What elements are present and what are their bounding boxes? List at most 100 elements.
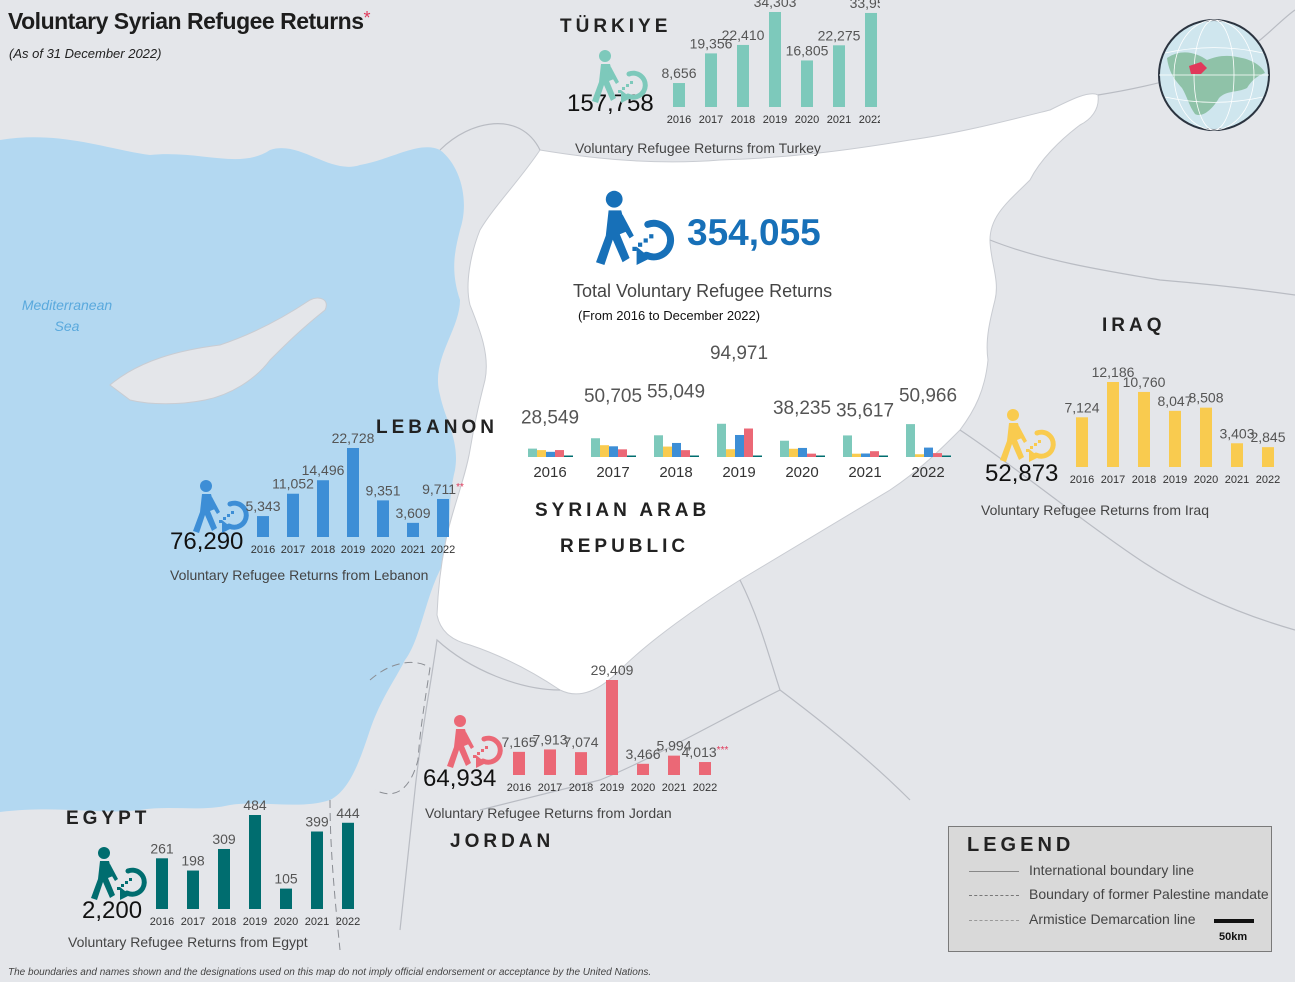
annual-total-label: 28,549 <box>521 407 579 428</box>
annual-jordan-bar <box>870 451 879 457</box>
sea-label-line2: Sea <box>54 318 80 334</box>
jordan-value-label: 5,994 <box>656 738 691 754</box>
mediterranean-sea <box>0 137 464 812</box>
turkey-bar <box>737 44 749 107</box>
lebanon-bar <box>377 500 389 537</box>
scale-bar <box>1214 919 1254 923</box>
annual-lebanon-bar <box>735 434 744 457</box>
legend-item-international-boundary: International boundary line <box>1029 862 1195 878</box>
annual-egypt-bar <box>816 455 825 457</box>
globe-locator-icon <box>1158 19 1270 131</box>
turkey-year-label: 2016 <box>667 114 691 126</box>
lebanon-bar <box>287 493 299 537</box>
annual-turkey-bar <box>654 435 663 457</box>
turkey-bar <box>673 83 685 107</box>
jordan-year-label: 2016 <box>507 782 531 794</box>
refugee-return-icon <box>186 478 250 538</box>
annual-lebanon-bar <box>672 442 681 457</box>
turkey-bar <box>833 45 845 107</box>
lebanon-returns-chart: 5,343 2016 11,052 2017 14,496 2018 22,728 2019 9… <box>245 430 464 556</box>
egypt-value-label: 484 <box>243 797 267 813</box>
refugee-return-figure <box>1000 409 1056 462</box>
legend-item-armistice-line: Armistice Demarcation line <box>1029 911 1196 927</box>
lebanon-year-label: 2020 <box>371 544 395 556</box>
country-label-jordan: JORDAN <box>450 831 555 852</box>
lebanon-bar <box>437 498 449 537</box>
jordan-bar <box>637 763 649 775</box>
annual-year-label: 2019 <box>722 464 755 481</box>
jordan-year-label: 2020 <box>631 782 655 794</box>
refugee-return-icon <box>440 713 504 773</box>
legend-item-palestine-mandate: Boundary of former Palestine mandate <box>1029 886 1269 902</box>
annual-year-label: 2022 <box>911 464 944 481</box>
page-title: Voluntary Syrian Refugee Returns* <box>8 8 371 34</box>
syria-territory <box>436 93 1099 695</box>
annual-year-label: 2018 <box>659 464 692 481</box>
legend: LEGEND International boundary line Bound… <box>948 826 1272 952</box>
annual-egypt-bar <box>879 455 888 457</box>
lebanon-value-label: 9,711** <box>422 481 464 497</box>
egypt-bar <box>187 870 199 909</box>
egypt-bar <box>218 848 230 909</box>
jordan-caption: Voluntary Refugee Returns from Jordan <box>425 805 672 821</box>
country-label-lebanon: LEBANON <box>376 417 498 438</box>
iraq-total: 52,873 <box>985 460 1059 487</box>
annual-turkey-bar <box>528 448 537 457</box>
iraq-returns-chart: 7,124 2016 12,186 2017 10,760 2018 8,047 2019 8,… <box>1064 364 1285 486</box>
refugee-return-figure <box>596 190 675 265</box>
turkey-value-label: 16,805 <box>786 42 829 58</box>
lebanon-value-label: 9,351 <box>365 482 400 498</box>
annual-total-label: 50,966 <box>899 386 957 407</box>
turkey-year-label: 2022 <box>859 114 880 126</box>
country-label-iraq: IRAQ <box>1102 315 1166 336</box>
annual-turkey-bar <box>717 423 726 457</box>
egypt-year-label: 2017 <box>181 916 205 928</box>
page-subtitle: (As of 31 December 2022) <box>9 46 162 61</box>
annual-jordan-bar <box>807 453 816 457</box>
annual-iraq-bar <box>915 454 924 457</box>
annual-iraq-bar <box>789 448 798 457</box>
annual-egypt-bar <box>627 455 636 457</box>
annual-lebanon-bar <box>924 447 933 457</box>
iraq-bar <box>1107 382 1119 467</box>
jordan-year-label: 2019 <box>600 782 624 794</box>
total-returns-period: (From 2016 to December 2022) <box>578 308 761 323</box>
annual-total-label: 94,971 <box>710 343 768 364</box>
lebanon-bar <box>317 480 329 537</box>
annual-jordan-bar <box>681 450 690 457</box>
egypt-value-label: 105 <box>274 871 298 887</box>
turkey-bar <box>705 53 717 107</box>
egypt-value-label: 261 <box>150 840 174 856</box>
iraq-year-label: 2021 <box>1225 474 1249 486</box>
egypt-year-label: 2018 <box>212 916 236 928</box>
iraq-value-label: 3,403 <box>1219 425 1254 441</box>
turkey-value-label: 22,275 <box>818 27 861 43</box>
turkey-year-label: 2020 <box>795 114 819 126</box>
lebanon-bar <box>407 522 419 537</box>
scale-label: 50km <box>1219 931 1248 943</box>
title-footnote-marker: * <box>363 8 371 28</box>
iraq-bar <box>1138 391 1150 467</box>
country-label-syria-line2: REPUBLIC <box>560 536 690 557</box>
iraq-year-label: 2016 <box>1070 474 1094 486</box>
cyprus-island <box>109 297 327 405</box>
jordan-year-label: 2021 <box>662 782 686 794</box>
iraq-year-label: 2022 <box>1256 474 1280 486</box>
lebanon-value-label: 3,609 <box>395 505 430 521</box>
turkey-value-label: 22,410 <box>722 27 765 43</box>
refugee-return-icon <box>84 845 148 905</box>
iraq-bar <box>1231 443 1243 467</box>
lebanon-caption: Voluntary Refugee Returns from Lebanon <box>170 567 429 583</box>
jordan-returns-chart: 7,165 2016 7,913 2017 7,074 2018 29,409 2019 3,4… <box>501 662 728 794</box>
annual-iraq-bar <box>537 450 546 457</box>
lebanon-year-label: 2018 <box>311 544 335 556</box>
egypt-bar <box>311 831 323 909</box>
jordan-year-label: 2018 <box>569 782 593 794</box>
egypt-bar <box>249 815 261 909</box>
turkey-year-label: 2021 <box>827 114 851 126</box>
annual-turkey-bar <box>780 440 789 457</box>
jordan-value-label: 7,165 <box>501 734 536 750</box>
egypt-caption: Voluntary Refugee Returns from Egypt <box>68 934 308 950</box>
refugee-return-icon <box>585 48 649 108</box>
